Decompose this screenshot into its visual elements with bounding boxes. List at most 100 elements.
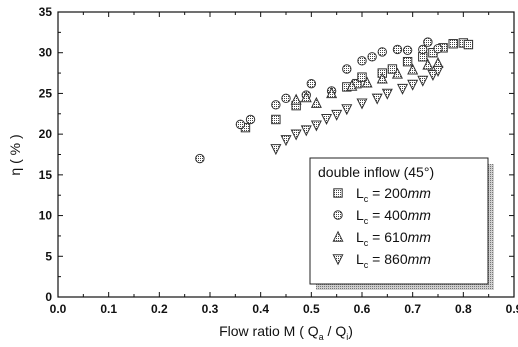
legend-entry-label: Lc = 400mm: [356, 207, 431, 226]
legend-entry-unit: mm: [408, 185, 432, 201]
data-point-triangle-up: [407, 63, 419, 75]
x-tick-label: 0.0: [50, 302, 67, 316]
y-tick-label: 5: [45, 249, 52, 263]
data-point-triangle-down: [432, 65, 444, 77]
legend-entry-unit: mm: [408, 229, 432, 245]
data-point-circle: [423, 37, 433, 47]
y-axis-label: η ( % ): [7, 134, 23, 175]
legend-entry-symbol: L: [356, 185, 364, 201]
data-point-triangle-down: [310, 120, 322, 132]
y-tick-label: 15: [39, 168, 53, 182]
data-point-square: [448, 39, 458, 49]
data-point-triangle-down: [407, 79, 419, 91]
x-tick-label: 0.1: [100, 302, 117, 316]
data-point-circle: [281, 93, 291, 104]
legend-entry-symbol: L: [356, 207, 364, 223]
x-axis-label-suffix: ): [348, 323, 353, 339]
legend-entry-value: = 610: [368, 229, 408, 245]
legend-entry-value: = 200: [368, 185, 408, 201]
legend-marker-square: [333, 188, 343, 198]
data-point-triangle-down: [417, 75, 429, 87]
x-axis-label-sub1: a: [319, 332, 324, 342]
x-tick-label: 0.4: [252, 302, 269, 316]
legend-entry-subscript: c: [364, 238, 369, 248]
data-point-circle: [367, 52, 377, 62]
y-tick-label: 35: [39, 5, 53, 19]
legend-entry-value: = 400: [368, 207, 408, 223]
data-point-triangle-up: [326, 87, 338, 99]
x-tick-label: 0.9: [506, 302, 518, 316]
y-tick-label: 25: [39, 86, 53, 100]
legend-marker-triangle-down: [332, 254, 344, 266]
data-point-triangle-up: [290, 93, 302, 105]
data-point-circle: [418, 44, 428, 55]
data-point-triangle-up: [310, 96, 322, 108]
data-point-triangle-down: [397, 83, 409, 95]
legend-entry-value: = 860: [368, 251, 408, 267]
data-point-triangle-up: [391, 67, 403, 79]
data-point-circle: [245, 114, 256, 125]
data-point-circle: [271, 100, 281, 110]
data-point-triangle-down: [270, 144, 282, 156]
data-point-triangle-down: [356, 98, 368, 110]
data-point-triangle-down: [427, 70, 439, 82]
y-tick-label: 20: [39, 127, 53, 141]
x-axis-label-sub2: i: [346, 332, 348, 342]
legend-entry-subscript: c: [364, 260, 369, 270]
data-point-triangle-up: [361, 76, 373, 88]
x-tick-label: 0.8: [455, 302, 472, 316]
legend-entry-unit: mm: [408, 251, 432, 267]
data-point-circle: [402, 45, 413, 55]
x-tick-label: 0.7: [404, 302, 421, 316]
data-point-circle: [392, 44, 403, 55]
data-point-triangle-down: [300, 125, 312, 137]
y-tick-label: 30: [39, 46, 53, 60]
data-points: [195, 37, 474, 164]
legend-entry-label: Lc = 200mm: [356, 185, 431, 204]
legend-entry-subscript: c: [364, 194, 369, 204]
data-point-triangle-up: [346, 79, 358, 91]
data-point-triangle-down: [321, 113, 333, 125]
data-point-triangle-up: [376, 72, 388, 84]
x-tick-label: 0.5: [303, 302, 320, 316]
legend-entry-symbol: L: [356, 251, 364, 267]
data-point-circle: [306, 78, 317, 89]
data-point-triangle-up: [300, 91, 312, 103]
x-tick-label: 0.3: [202, 302, 219, 316]
x-tick-label: 0.6: [354, 302, 371, 316]
data-point-triangle-down: [341, 104, 353, 116]
data-point-triangle-up: [422, 58, 434, 70]
data-point-circle: [342, 64, 352, 74]
legend-entry-label: Lc = 610mm: [356, 229, 431, 248]
data-point-circle: [195, 153, 205, 164]
data-point-circle: [377, 47, 387, 57]
legend-marker-triangle-up: [332, 230, 344, 242]
data-point-square: [387, 64, 398, 74]
data-point-square: [463, 39, 474, 50]
y-tick-label: 10: [39, 209, 53, 223]
data-point-triangle-down: [381, 88, 393, 100]
y-tick-label: 0: [45, 290, 52, 304]
legend-title: double inflow (45°): [318, 164, 434, 180]
legend-entry-unit: mm: [408, 207, 432, 223]
data-point-triangle-down: [371, 93, 383, 105]
data-point-triangle-down: [290, 129, 302, 141]
legend-box: [309, 157, 489, 285]
x-axis-label-prefix: Flow ratio M ( Q: [219, 323, 319, 339]
data-point-square: [402, 56, 413, 67]
data-point-triangle-down: [280, 135, 292, 147]
legend-entry-symbol: L: [356, 229, 364, 245]
data-point-square: [271, 114, 281, 125]
data-point-circle: [235, 119, 246, 130]
data-point-square: [357, 72, 367, 82]
x-tick-label: 0.2: [151, 302, 168, 316]
data-point-triangle-down: [331, 109, 343, 121]
legend-entry-subscript: c: [364, 216, 369, 226]
legend-entry-label: Lc = 860mm: [356, 251, 431, 270]
data-point-circle: [357, 56, 367, 66]
axis-ticks: 0.0 0.1 0.2 0.3 0.4 0.5 0.6 0.7 0.8 0.9 0 5 10 15 20 25…: [39, 5, 518, 316]
data-point-circle: [433, 43, 443, 54]
